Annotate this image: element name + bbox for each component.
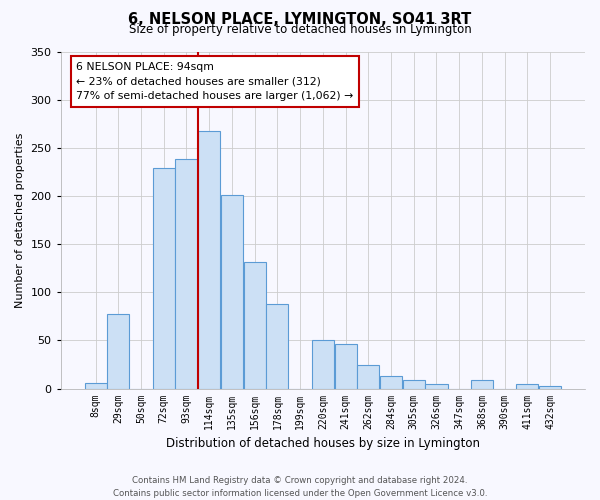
Bar [357, 366, 379, 388]
Text: Size of property relative to detached houses in Lymington: Size of property relative to detached ho… [128, 22, 472, 36]
X-axis label: Distribution of detached houses by size in Lymington: Distribution of detached houses by size … [166, 437, 480, 450]
Text: Contains HM Land Registry data © Crown copyright and database right 2024.
Contai: Contains HM Land Registry data © Crown c… [113, 476, 487, 498]
Bar [425, 384, 448, 388]
Bar [335, 344, 356, 389]
Bar [107, 314, 130, 388]
Bar [312, 340, 334, 388]
Bar [380, 376, 402, 388]
Bar [244, 262, 266, 388]
Bar [539, 386, 561, 388]
Bar [403, 380, 425, 388]
Bar [153, 168, 175, 388]
Y-axis label: Number of detached properties: Number of detached properties [15, 132, 25, 308]
Bar [85, 383, 107, 388]
Bar [471, 380, 493, 388]
Bar [221, 195, 243, 388]
Text: 6 NELSON PLACE: 94sqm
← 23% of detached houses are smaller (312)
77% of semi-det: 6 NELSON PLACE: 94sqm ← 23% of detached … [76, 62, 353, 101]
Text: 6, NELSON PLACE, LYMINGTON, SO41 3RT: 6, NELSON PLACE, LYMINGTON, SO41 3RT [128, 12, 472, 28]
Bar [175, 160, 197, 388]
Bar [198, 132, 220, 388]
Bar [266, 304, 289, 388]
Bar [517, 384, 538, 388]
